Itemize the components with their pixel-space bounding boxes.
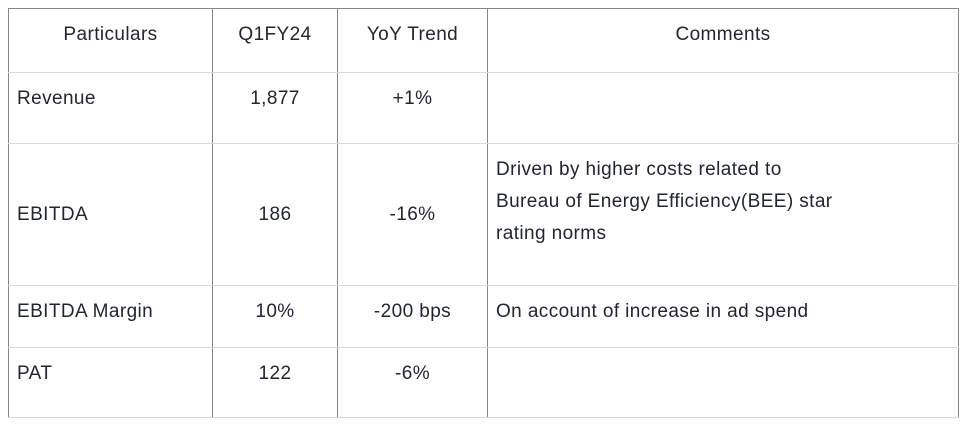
cell-ebitda-margin-particulars: EBITDA Margin	[8, 285, 213, 348]
column-header-comments: Comments	[487, 8, 959, 73]
column-header-q1fy24: Q1FY24	[212, 8, 338, 73]
cell-pat-comments	[487, 347, 959, 418]
table-row-pat: PAT 122 -6%	[8, 347, 959, 418]
header-row: Particulars Q1FY24 YoY Trend Comments	[8, 8, 959, 73]
cell-ebitda-margin-comments: On account of increase in ad spend	[487, 285, 959, 348]
cell-revenue-particulars: Revenue	[8, 72, 213, 144]
cell-pat-yoy-trend: -6%	[337, 347, 488, 418]
cell-ebitda-comments: Driven by higher costs related to Bureau…	[487, 143, 959, 286]
cell-pat-q1fy24: 122	[212, 347, 338, 418]
table-row-ebitda-margin: EBITDA Margin 10% -200 bps On account of…	[8, 285, 959, 348]
cell-pat-particulars: PAT	[8, 347, 213, 418]
cell-revenue-q1fy24: 1,877	[212, 72, 338, 144]
column-header-particulars: Particulars	[8, 8, 213, 73]
column-header-yoy-trend: YoY Trend	[337, 8, 488, 73]
cell-revenue-yoy-trend: +1%	[337, 72, 488, 144]
cell-ebitda-margin-yoy-trend: -200 bps	[337, 285, 488, 348]
cell-ebitda-yoy-trend: -16%	[337, 143, 488, 286]
cell-revenue-comments	[487, 72, 959, 144]
quarterly-results-table: Particulars Q1FY24 YoY Trend Comments Re…	[8, 8, 959, 418]
cell-ebitda-q1fy24: 186	[212, 143, 338, 286]
cell-ebitda-margin-q1fy24: 10%	[212, 285, 338, 348]
cell-ebitda-particulars: EBITDA	[8, 143, 213, 286]
table-row-revenue: Revenue 1,877 +1%	[8, 72, 959, 144]
table-row-ebitda: EBITDA 186 -16% Driven by higher costs r…	[8, 143, 959, 286]
